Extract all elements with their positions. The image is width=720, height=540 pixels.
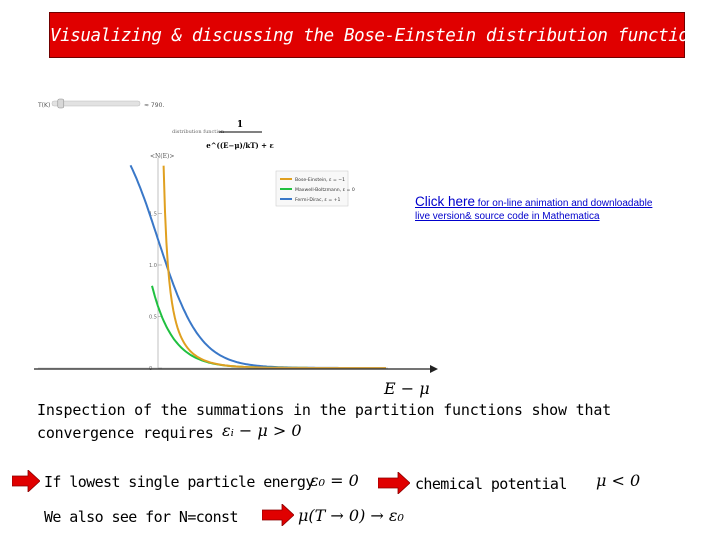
- red-arrow-icon: [262, 504, 294, 526]
- lowest-energy-expr: ε₀ = 0: [310, 471, 359, 490]
- lowest-energy-text: If lowest single particle energy: [44, 473, 314, 491]
- slider-value: ≈ 790.: [144, 102, 164, 109]
- distribution-figure: T(K) ≈ 790. distribution function 1 e^((…: [36, 96, 388, 378]
- y-tick-label: 1.5: [149, 212, 157, 218]
- x-axis-label: E − μ: [383, 379, 430, 398]
- temperature-slider-thumb[interactable]: [57, 98, 65, 109]
- x-axis-overlay: E − μ: [34, 365, 438, 398]
- chemical-potential-expr: μ < 0: [596, 471, 641, 490]
- figure-background: [36, 96, 388, 378]
- formula-caption: distribution function: [172, 129, 225, 135]
- convergence-condition-expr: εᵢ − μ > 0: [222, 421, 302, 440]
- inspection-text-line2: convergence requires: [37, 424, 214, 442]
- x-axis-arrowhead: [430, 365, 438, 373]
- slider-label: T(K): [37, 102, 50, 109]
- click-here-link[interactable]: Click here: [415, 194, 476, 209]
- link-text-line1[interactable]: for on-line animation and downloadable: [475, 198, 653, 209]
- n-const-text: We also see for N=const: [44, 508, 239, 526]
- link-text-line2[interactable]: live version& source code in Mathematica: [415, 211, 600, 222]
- formula-denominator: e^((E−μ)/kT) + ε: [206, 141, 274, 150]
- formula-numerator: 1: [237, 120, 243, 130]
- y-tick-label: 0.5: [149, 315, 157, 321]
- legend: Bose-Einstein, ε = −1 Maxwell-Boltzmann, …: [280, 177, 355, 203]
- legend-entry: Fermi-Dirac, ε = +1: [295, 197, 340, 203]
- y-tick-label: 1.0: [149, 263, 157, 269]
- slide-title-bar: Visualizing & discussing the Bose-Einste…: [49, 12, 699, 58]
- legend-entry: Bose-Einstein, ε = −1: [295, 177, 345, 183]
- y-axis-label: <N(E)>: [150, 153, 174, 160]
- legend-entry: Maxwell-Boltzmann, ε = 0: [295, 187, 355, 193]
- red-arrow-icon: [378, 472, 410, 494]
- n-const-expr: μ(T → 0) → ε₀: [298, 506, 404, 525]
- red-arrow-icon: [12, 470, 40, 492]
- inspection-text-line1: Inspection of the summations in the part…: [37, 401, 611, 419]
- temperature-slider-track[interactable]: [51, 100, 141, 107]
- slide-title: Visualizing & discussing the Bose-Einste…: [50, 26, 699, 46]
- animation-link[interactable]: Click here for on-line animation and dow…: [415, 193, 652, 211]
- chemical-potential-text: chemical potential: [415, 475, 567, 493]
